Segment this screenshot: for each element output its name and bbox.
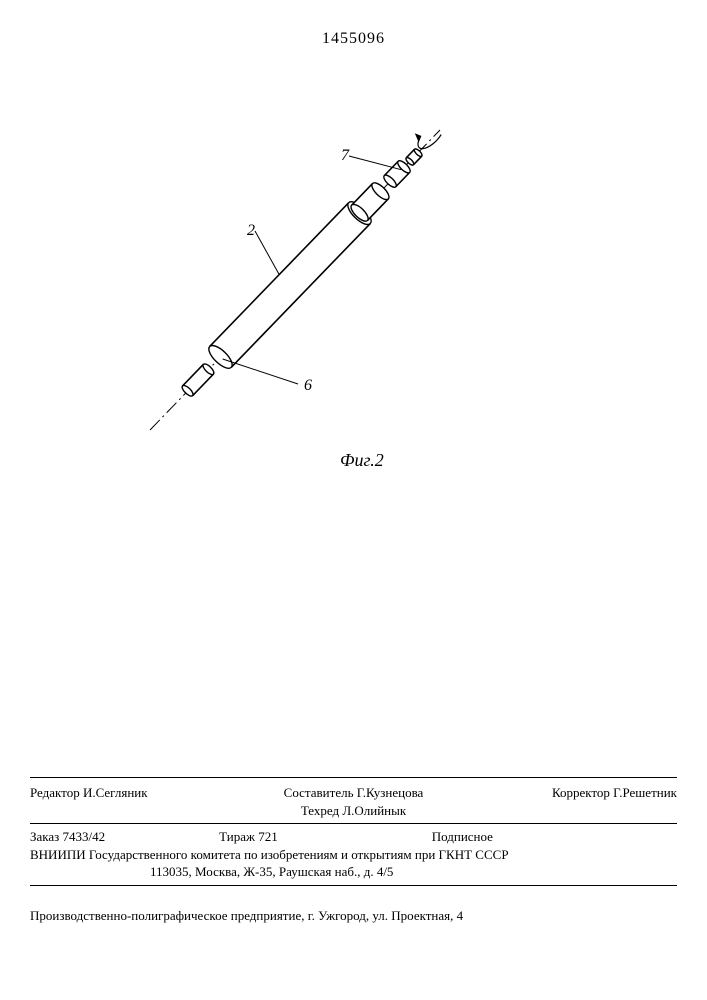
publisher-address: 113035, Москва, Ж-35, Раушская наб., д. … bbox=[30, 863, 677, 881]
printer-line: Производственно-полиграфическое предприя… bbox=[30, 908, 677, 924]
tirage: Тираж 721 bbox=[219, 828, 278, 846]
figure-svg: 7 2 6 bbox=[0, 90, 707, 490]
rule-bot bbox=[30, 885, 677, 886]
figure-caption: Фиг.2 bbox=[340, 450, 384, 471]
rule-top bbox=[30, 777, 677, 778]
podpisnoe: Подписное bbox=[432, 828, 493, 846]
order-block: Заказ 7433/42 Тираж 721 Подписное ВНИИПИ… bbox=[30, 828, 677, 881]
figure-2: 726 Фиг.2 bbox=[0, 90, 707, 440]
publisher: ВНИИПИ Государственного комитета по изоб… bbox=[30, 846, 677, 864]
colophon: Редактор И.Сегляник Составитель Г.Кузнец… bbox=[30, 773, 677, 890]
order-number: Заказ 7433/42 bbox=[30, 828, 105, 846]
rule-mid bbox=[30, 823, 677, 824]
techred-line: Техред Л.Олийнык bbox=[30, 802, 677, 820]
composer-line: Составитель Г.Кузнецова bbox=[30, 784, 677, 802]
svg-text:7: 7 bbox=[341, 147, 350, 164]
svg-text:2: 2 bbox=[247, 222, 255, 239]
page-number: 1455096 bbox=[0, 30, 707, 48]
svg-text:6: 6 bbox=[304, 377, 312, 394]
